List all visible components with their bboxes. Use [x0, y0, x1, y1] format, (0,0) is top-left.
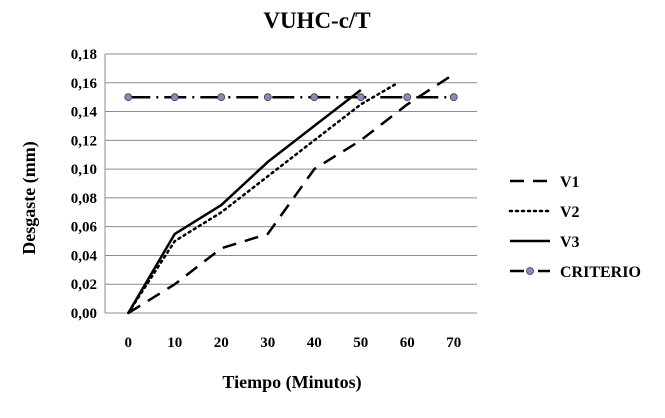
y-tick-label: 0,16	[71, 76, 98, 92]
x-axis-title: Tiempo (Minutos)	[222, 372, 361, 393]
data-point-criterio	[217, 93, 226, 102]
data-point-criterio	[170, 93, 179, 102]
data-point-criterio	[124, 93, 133, 102]
y-tick-label: 0,18	[71, 47, 97, 63]
data-point-criterio	[449, 93, 458, 102]
plot-area	[104, 54, 477, 314]
data-point-criterio	[263, 93, 272, 102]
chart-title: VUHC-c/T	[263, 8, 370, 33]
y-tick-label: 0,10	[71, 162, 97, 178]
x-tick-label: 50	[353, 335, 368, 351]
y-tick-label: 0,04	[71, 248, 98, 264]
legend-marker-criterio	[526, 267, 534, 275]
data-point-criterio	[310, 93, 319, 102]
legend-label-v2: V2	[560, 204, 580, 221]
y-axis-title: Desgaste (mm)	[19, 141, 40, 254]
legend: V1 V2 V3 CRITERIO	[508, 174, 641, 281]
gridlines	[105, 53, 477, 285]
series-line-v2	[127, 81, 400, 315]
y-tick-label: 0,02	[71, 277, 97, 293]
legend-label-criterio: CRITERIO	[560, 264, 641, 281]
x-tick-label: 10	[167, 335, 182, 351]
x-tick-label: 30	[260, 335, 275, 351]
y-tick-label: 0,00	[71, 306, 97, 322]
x-tick-label: 40	[307, 335, 322, 351]
y-tick-label: 0,08	[71, 191, 97, 207]
x-tick-label: 20	[214, 335, 229, 351]
legend-label-v3: V3	[560, 234, 580, 251]
x-tick-label: 0	[125, 335, 133, 351]
legend-label-v1: V1	[560, 174, 580, 191]
series-line-v1	[127, 73, 455, 315]
data-point-criterio	[403, 93, 412, 102]
series-lines	[124, 73, 458, 315]
data-point-criterio	[356, 93, 365, 102]
y-axis-ticks: 0,00 0,02 0,04 0,06 0,08 0,10 0,12 0,14 0,16 0,18	[71, 47, 98, 322]
x-tick-label: 70	[446, 335, 461, 351]
y-tick-label: 0,14	[71, 105, 98, 121]
y-tick-label: 0,06	[71, 220, 98, 236]
x-axis-ticks: 0 10 20 30 40 50 60 70	[125, 335, 462, 351]
x-tick-label: 60	[400, 335, 415, 351]
y-tick-label: 0,12	[71, 133, 97, 149]
series-line-v3	[127, 89, 362, 314]
